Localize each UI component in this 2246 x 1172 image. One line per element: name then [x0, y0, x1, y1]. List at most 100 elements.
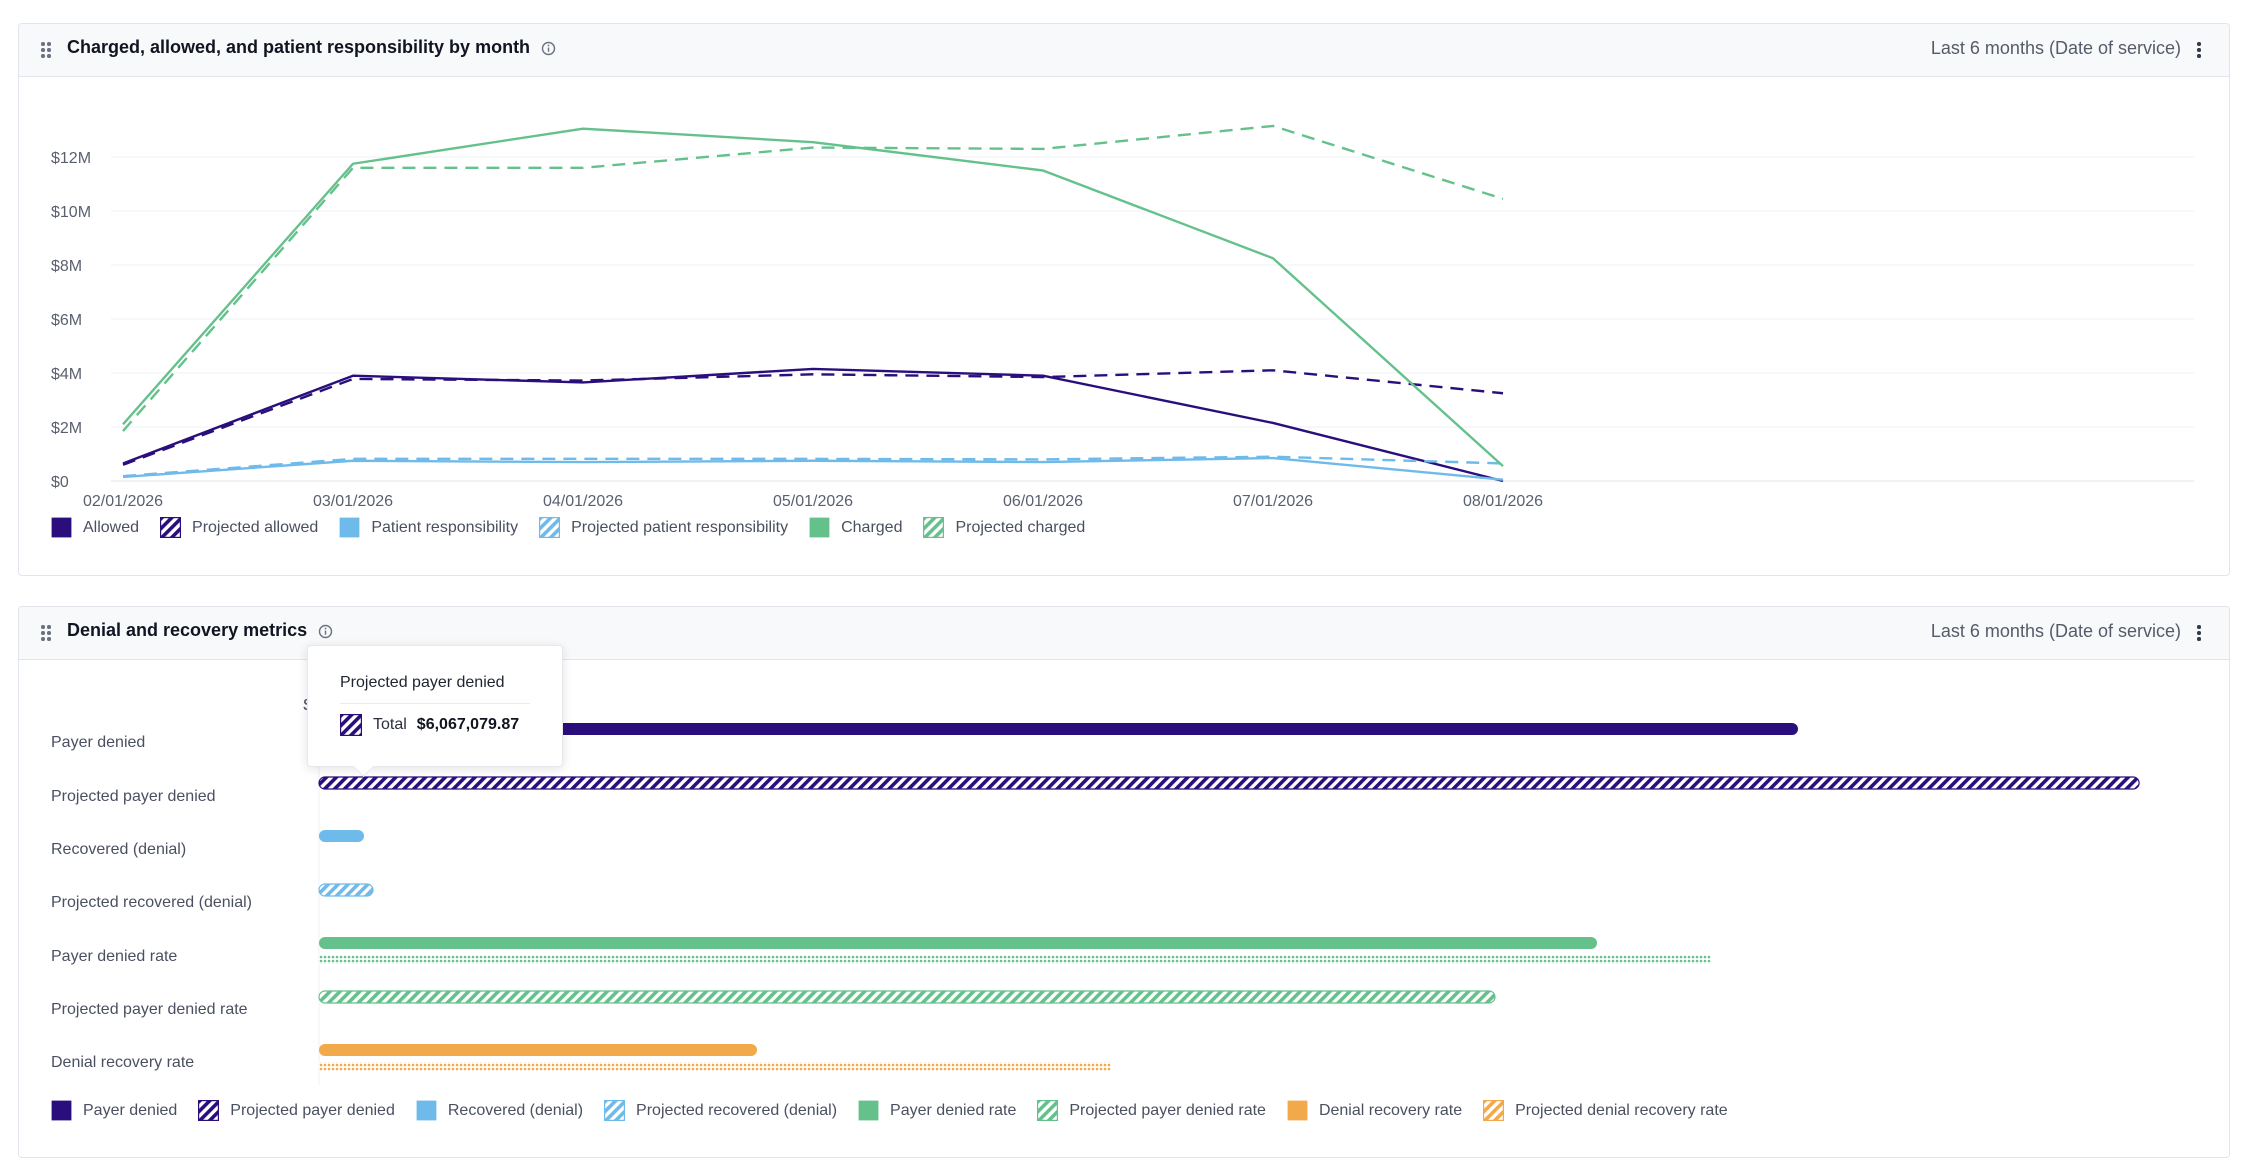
category-label: Payer denied rate: [51, 948, 177, 965]
monthly-responsibility-card: Charged, allowed, and patient responsibi…: [18, 23, 2230, 576]
bar-payer-denied-rate: [319, 937, 1597, 949]
legend-swatch: [51, 1100, 72, 1121]
category-label: Denial recovery rate: [51, 1054, 194, 1071]
tooltip-label: Total: [373, 716, 407, 733]
tooltip-row: Total $6,067,079.87: [340, 714, 519, 736]
legend-item-recovered-denial[interactable]: Recovered (denial): [416, 1100, 583, 1121]
y-tick-label: $10M: [51, 204, 91, 221]
x-tick-label: 08/01/2026: [1463, 493, 1543, 510]
date-range-label[interactable]: Last 6 months (Date of service): [1930, 38, 2181, 58]
bar-projected-payer-denied: [318, 776, 2140, 790]
legend-swatch: [539, 517, 561, 538]
bar-denial-recovery-rate-dotted: [319, 1062, 1111, 1071]
legend-item-patient-responsibility[interactable]: Patient responsibility: [339, 517, 518, 538]
tooltip-divider: [340, 703, 530, 704]
legend-label: Allowed: [83, 518, 140, 536]
legend-item-projected-denial-recovery-rate[interactable]: Projected denial recovery rate: [1483, 1100, 1728, 1121]
legend-item-projected-recovered-denial[interactable]: Projected recovered (denial): [604, 1100, 837, 1121]
category-label: Projected payer denied rate: [51, 1001, 248, 1018]
legend-swatch: [858, 1100, 879, 1121]
card-title: Denial and recovery metrics: [67, 620, 308, 640]
y-tick-label: $2M: [51, 420, 82, 437]
legend-label: Projected denial recovery rate: [1515, 1101, 1728, 1119]
chart-legend: Allowed Projected allowed Patient responsi…: [51, 517, 1106, 538]
legend-item-projected-payer-denied[interactable]: Projected payer denied: [198, 1100, 395, 1121]
legend-swatch: [1483, 1100, 1505, 1121]
tooltip-value: $6,067,079.87: [416, 716, 520, 733]
legend-label: Charged: [841, 518, 903, 536]
legend-item-projected-charged[interactable]: Projected charged: [923, 517, 1085, 538]
series-line-allowed: [122, 367, 1504, 483]
legend-label: Projected recovered (denial): [636, 1101, 838, 1119]
tooltip-swatch: [340, 714, 362, 736]
legend-item-payer-denied[interactable]: Payer denied: [51, 1100, 177, 1121]
y-tick-label: $12M: [51, 150, 91, 167]
x-tick-label: 05/01/2026: [773, 493, 853, 510]
legend-swatch: [416, 1100, 437, 1121]
legend-label: Payer denied: [83, 1101, 178, 1119]
legend-label: Projected patient responsibility: [571, 518, 789, 536]
bar-payer-denied-rate-dotted: [319, 955, 1711, 964]
legend-label: Payer denied rate: [890, 1101, 1017, 1119]
x-tick-label: 07/01/2026: [1233, 493, 1313, 510]
series-line-projected-charged: [122, 124, 1504, 432]
info-circle-icon[interactable]: [318, 624, 333, 639]
kebab-menu-icon[interactable]: [2197, 624, 2201, 642]
legend-item-payer-denied-rate[interactable]: Payer denied rate: [858, 1100, 1016, 1121]
legend-label: Projected payer denied rate: [1069, 1101, 1266, 1119]
x-tick-label: 02/01/2026: [83, 493, 163, 510]
tooltip-title: Projected payer denied: [340, 674, 505, 691]
legend-swatch: [1287, 1100, 1308, 1121]
legend-item-allowed[interactable]: Allowed: [51, 517, 139, 538]
card-title: Charged, allowed, and patient responsibi…: [67, 37, 531, 57]
legend-swatch: [809, 517, 830, 538]
info-circle-icon[interactable]: [541, 41, 556, 56]
series-line-charged: [122, 127, 1504, 468]
legend-label: Projected payer denied: [230, 1101, 395, 1119]
chart-legend: Payer denied Projected payer denied Recove…: [51, 1100, 1749, 1121]
legend-swatch: [51, 517, 72, 538]
legend-swatch: [923, 517, 945, 538]
bar-payer-denied: [319, 723, 1798, 735]
legend-label: Denial recovery rate: [1318, 1101, 1463, 1119]
legend-label: Projected charged: [955, 518, 1086, 536]
y-tick-label: $4M: [51, 366, 82, 383]
legend-item-projected-payer-denied-rate[interactable]: Projected payer denied rate: [1037, 1100, 1266, 1121]
legend-item-projected-allowed[interactable]: Projected allowed: [160, 517, 318, 538]
legend-swatch: [604, 1100, 626, 1121]
bar-denial-recovery-rate: [319, 1044, 757, 1056]
denial-recovery-card: Denial and recovery metrics Last 6 month…: [18, 606, 2230, 1158]
legend-swatch: [339, 517, 360, 538]
legend-swatch: [1037, 1100, 1059, 1121]
x-tick-label: 04/01/2026: [543, 493, 623, 510]
category-label: Recovered (denial): [51, 841, 186, 858]
category-label: Payer denied: [51, 734, 145, 751]
bar-projected-recovered-denial: [318, 883, 374, 897]
legend-item-denial-recovery-rate[interactable]: Denial recovery rate: [1287, 1100, 1462, 1121]
legend-label: Patient responsibility: [371, 518, 519, 536]
legend-swatch: [198, 1100, 220, 1121]
legend-label: Recovered (denial): [447, 1101, 584, 1119]
category-label: Projected recovered (denial): [51, 894, 252, 911]
legend-swatch: [160, 517, 182, 538]
series-line-projected-allowed: [122, 369, 1504, 466]
date-range-label[interactable]: Last 6 months (Date of service): [1930, 621, 2181, 641]
legend-item-charged[interactable]: Charged: [809, 517, 902, 538]
legend-label: Projected allowed: [192, 518, 319, 536]
x-tick-label: 03/01/2026: [313, 493, 393, 510]
x-tick-label: 06/01/2026: [1003, 493, 1083, 510]
drag-handle-icon[interactable]: [41, 624, 53, 642]
y-tick-label: $8M: [51, 258, 82, 275]
drag-handle-icon[interactable]: [41, 41, 53, 59]
chart-tooltip: Projected payer denied Total $6,067,079.…: [307, 645, 563, 778]
line-chart: $0 $2M $4M $6M $8M $10M $12M 02/01/2026 03/01/20…: [51, 124, 2194, 510]
bar-projected-payer-denied-rate: [318, 990, 1496, 1004]
legend-item-projected-patient-responsibility[interactable]: Projected patient responsibility: [539, 517, 788, 538]
series-line-patient-responsibility: [122, 456, 1504, 481]
kebab-menu-icon[interactable]: [2197, 41, 2201, 59]
category-label: Projected payer denied: [51, 788, 216, 805]
y-tick-label: $6M: [51, 312, 82, 329]
bar-recovered-denial: [319, 830, 364, 842]
y-tick-label: $0: [51, 474, 69, 491]
card-header: Charged, allowed, and patient responsibi…: [19, 24, 2229, 77]
